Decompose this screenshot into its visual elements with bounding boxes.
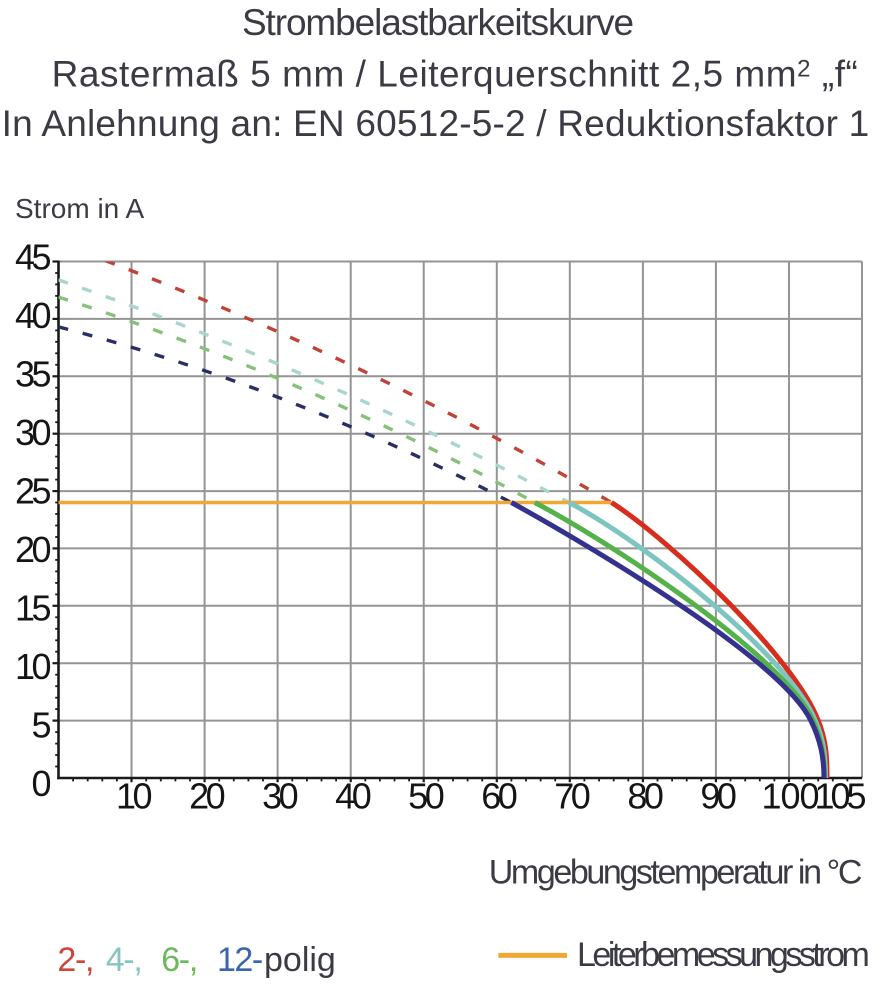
svg-text:2-,: 2-, [57, 941, 93, 979]
svg-text:Strombelastbarkeitskurve: Strombelastbarkeitskurve [242, 2, 633, 43]
svg-text:40: 40 [335, 776, 371, 817]
svg-text:60: 60 [481, 776, 517, 817]
svg-text:25: 25 [15, 471, 51, 512]
svg-text:40: 40 [15, 295, 51, 336]
svg-text:12-: 12- [217, 941, 262, 979]
svg-text:80: 80 [627, 776, 663, 817]
svg-text:10: 10 [116, 776, 152, 817]
svg-text:6-,: 6-, [161, 941, 197, 979]
svg-text:50: 50 [408, 776, 444, 817]
svg-text:90: 90 [700, 776, 736, 817]
svg-text:0: 0 [31, 763, 50, 804]
svg-text:45: 45 [15, 237, 51, 278]
svg-text:Umgebungstemperatur in °C: Umgebungstemperatur in °C [489, 854, 862, 892]
svg-text:30: 30 [262, 776, 298, 817]
svg-text:30: 30 [15, 412, 51, 453]
svg-text:20: 20 [15, 529, 51, 570]
svg-text:100: 100 [761, 776, 818, 817]
svg-text:5: 5 [31, 705, 50, 746]
svg-text:10: 10 [15, 646, 51, 687]
svg-text:polig: polig [264, 941, 336, 979]
svg-text:15: 15 [15, 588, 51, 629]
svg-text:105: 105 [814, 776, 865, 817]
svg-text:Rastermaß 5 mm / Leiterquersch: Rastermaß 5 mm / Leiterquerschnitt 2,5 m… [52, 54, 859, 95]
svg-text:35: 35 [15, 354, 51, 395]
svg-text:20: 20 [189, 776, 225, 817]
svg-text:70: 70 [554, 776, 590, 817]
svg-text:4-,: 4-, [106, 941, 142, 979]
svg-text:Leiterbemessungsstrom: Leiterbemessungsstrom [577, 936, 869, 974]
svg-text:Strom in A: Strom in A [15, 193, 144, 224]
svg-text:In Anlehnung an: EN 60512-5-2: In Anlehnung an: EN 60512-5-2 / Reduktio… [2, 103, 870, 144]
